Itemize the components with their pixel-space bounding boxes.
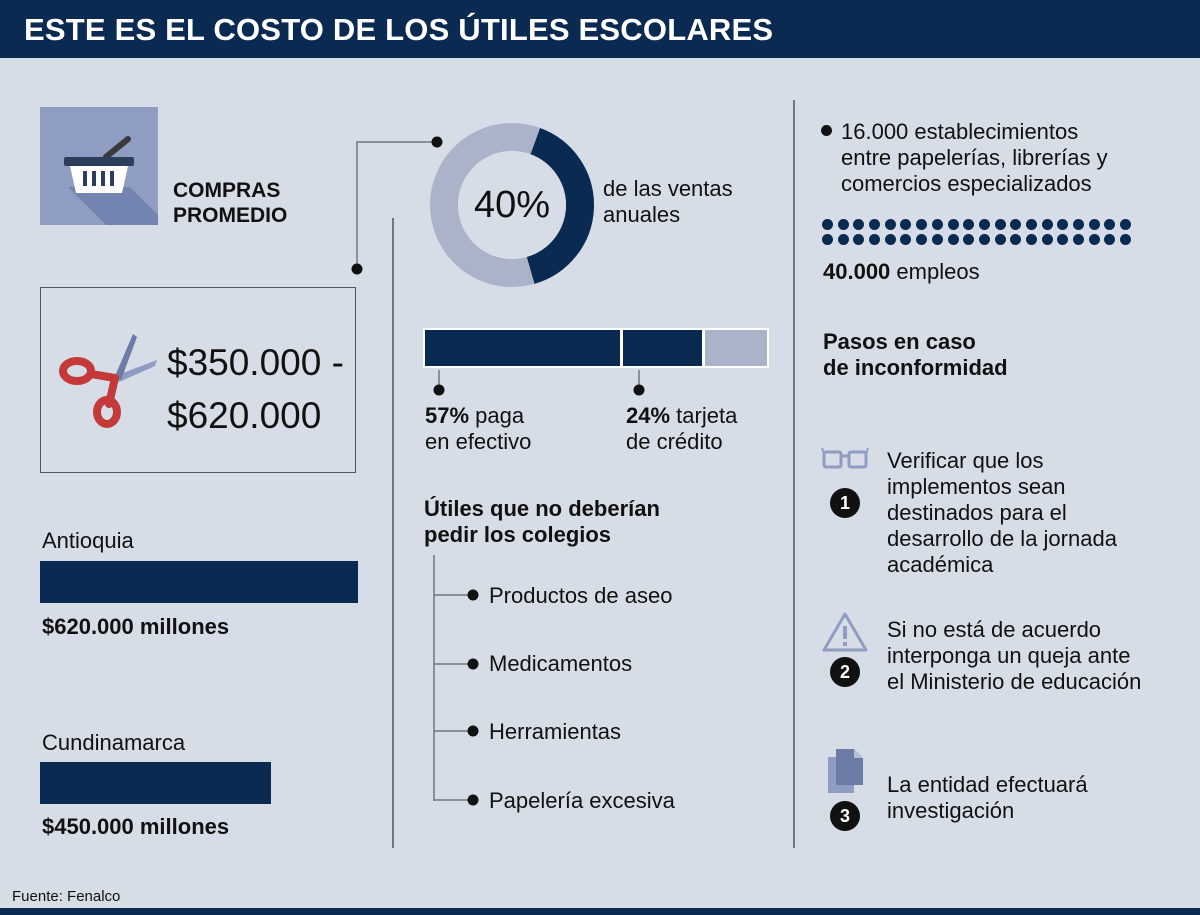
payment-label-efectivo: 57% paga en efectivo bbox=[425, 403, 532, 454]
step-text-2: Si no está de acuerdo interponga un quej… bbox=[887, 617, 1142, 694]
no-pedir-title: Útiles que no deberían pedir los colegio… bbox=[424, 496, 660, 547]
payment-label-credito: 24% tarjeta de crédito bbox=[626, 403, 738, 454]
page-title: ESTE ES EL COSTO DE LOS ÚTILES ESCOLARES bbox=[24, 12, 774, 47]
price-range-text: $350.000 - $620.000 bbox=[167, 342, 344, 436]
sales-percent: 40% bbox=[473, 184, 551, 226]
region-bar-cundinamarca bbox=[40, 762, 271, 804]
payment-markers bbox=[433, 370, 645, 396]
price-range-box: $350.000 - $620.000 bbox=[40, 287, 356, 473]
region-name-antioquia: Antioquia bbox=[42, 528, 134, 553]
establecimientos-text: 16.000 establecimientos entre papelerías… bbox=[841, 119, 1108, 196]
step-number-2: 2 bbox=[830, 657, 860, 687]
divider-left bbox=[392, 218, 394, 848]
warning-icon bbox=[822, 611, 868, 653]
payment-stacked-bar bbox=[423, 328, 769, 368]
empleos-text: 40.000 empleos bbox=[823, 259, 980, 284]
sales-text: de las ventas anuales bbox=[603, 176, 733, 227]
step-text-1: Verificar que los implementos sean desti… bbox=[887, 448, 1117, 577]
header-bar: ESTE ES EL COSTO DE LOS ÚTILES ESCOLARES bbox=[0, 0, 1200, 58]
region-value-antioquia: $620.000 millones bbox=[42, 614, 230, 639]
step-number-3: 3 bbox=[830, 801, 860, 831]
basket-icon bbox=[40, 107, 158, 225]
list-tree-lines bbox=[433, 555, 479, 806]
bullet-dot bbox=[821, 125, 832, 136]
sales-donut-chart bbox=[430, 123, 594, 287]
bottom-bar bbox=[0, 908, 1200, 915]
step-number-1: 1 bbox=[830, 488, 860, 518]
list-item: Productos de aseo bbox=[489, 583, 673, 608]
payment-segment bbox=[702, 330, 767, 366]
region-name-cundinamarca: Cundinamarca bbox=[42, 730, 186, 755]
list-item: Herramientas bbox=[489, 719, 622, 744]
list-item: Papelería excesiva bbox=[489, 788, 675, 813]
step-text-3: La entidad efectuará investigación bbox=[887, 772, 1088, 823]
divider-right bbox=[793, 100, 795, 848]
connector-line bbox=[351, 136, 443, 275]
scissors-icon bbox=[55, 326, 165, 432]
payment-segment bbox=[425, 330, 620, 366]
list-item: Medicamentos bbox=[489, 651, 633, 676]
donut-arc-ventas bbox=[526, 127, 594, 284]
region-value-cundinamarca: $450.000 millones bbox=[42, 814, 230, 839]
source-note: Fuente: Fenalco bbox=[12, 888, 121, 905]
pasos-title: Pasos en caso de inconformidad bbox=[823, 329, 1008, 380]
employees-dot-grid bbox=[822, 218, 1152, 248]
compras-label: COMPRAS PROMEDIO bbox=[173, 179, 288, 227]
region-bar-antioquia bbox=[40, 561, 358, 603]
documents-icon bbox=[826, 747, 866, 795]
payment-segment bbox=[620, 330, 702, 366]
glasses-icon bbox=[821, 446, 869, 472]
